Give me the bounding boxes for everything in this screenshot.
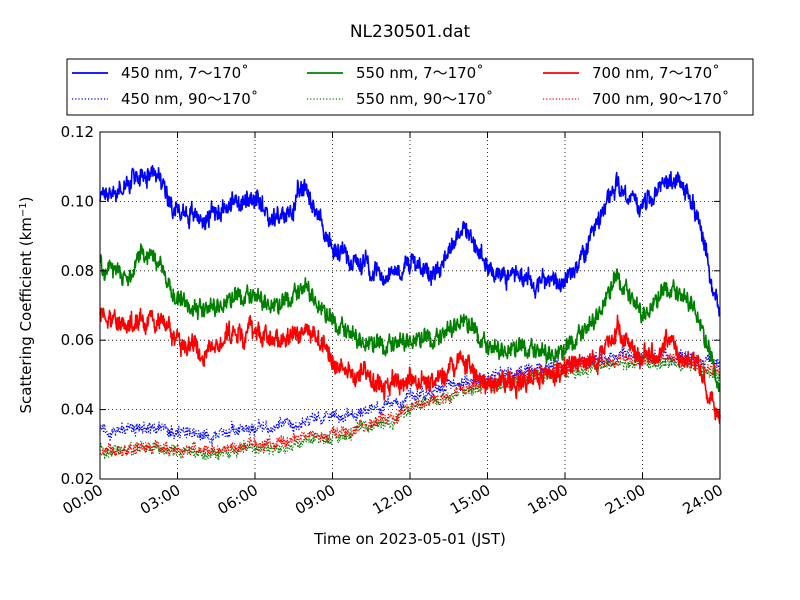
y-tick-label: 0.06 (61, 331, 94, 349)
series-line (99, 243, 721, 393)
series-line (99, 164, 721, 317)
y-tick-label: 0.08 (61, 262, 94, 280)
y-tick-label: 0.10 (61, 192, 94, 210)
series-layer (99, 164, 721, 461)
legend: 450 nm, 7～170˚ 450 nm, 90～170˚ 550 nm, 7～1… (66, 58, 754, 116)
y-axis-label: Scattering Coefficient (km−1) (17, 196, 35, 413)
x-axis-label: Time on 2023-05-01 (JST) (313, 530, 506, 548)
y-axis-label-end: ) (17, 196, 35, 202)
series-line (99, 350, 721, 459)
legend-label: 550 nm, 7～170˚ (356, 64, 484, 82)
y-tick-label: 0.02 (61, 470, 94, 488)
series-line (99, 353, 721, 461)
legend-label: 550 nm, 90～170˚ (356, 90, 493, 108)
legend-label: 700 nm, 90～170˚ (592, 90, 729, 108)
legend-label: 700 nm, 7～170˚ (592, 64, 720, 82)
series-line (99, 346, 721, 447)
legend-label: 450 nm, 90～170˚ (121, 90, 258, 108)
y-axis-label-sup: −1 (18, 202, 29, 217)
y-tick-label: 0.04 (61, 401, 94, 419)
legend-label: 450 nm, 7～170˚ (121, 64, 249, 82)
chart-title: NL230501.dat (350, 22, 471, 42)
y-axis-label-main: Scattering Coefficient (km (17, 217, 35, 413)
legend-frame (66, 58, 754, 116)
plot-area: 00:00 03:00 06:00 09:00 12:00 15:00 18:00 21:00… (60, 123, 726, 518)
series-line (99, 307, 721, 425)
y-tick-label: 0.12 (61, 123, 94, 141)
